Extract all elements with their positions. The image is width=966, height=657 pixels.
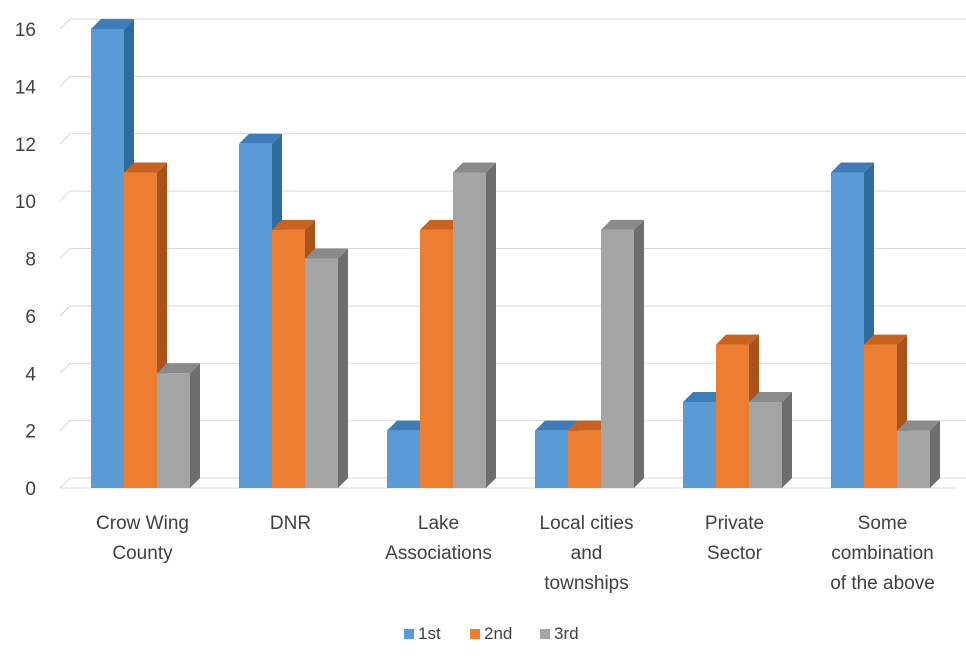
gridline-depth <box>59 190 71 202</box>
bar-top <box>535 420 578 431</box>
y-tick-label: 16 <box>15 20 36 41</box>
legend-item-2nd: 2nd <box>470 624 512 643</box>
y-tick-label: 10 <box>15 192 36 213</box>
bar-3rd-4 <box>749 391 792 488</box>
bar-front <box>716 344 749 488</box>
bar-top <box>601 219 644 230</box>
bar-top <box>387 420 430 431</box>
bar-front <box>897 430 930 488</box>
legend-label: 1st <box>418 624 441 643</box>
bar-top <box>157 363 200 374</box>
bar-top <box>272 219 315 230</box>
bar-front <box>601 229 634 488</box>
bar-3rd-5 <box>897 420 940 488</box>
x-category-label: DNR <box>270 513 311 534</box>
bar-top <box>749 391 792 402</box>
bar-side <box>338 248 348 488</box>
y-tick-label: 4 <box>25 364 36 385</box>
x-category-label: Private Sector <box>705 513 764 564</box>
bar-top <box>864 334 907 345</box>
bar-side <box>634 219 644 488</box>
bar-front <box>305 258 338 488</box>
gridline-depth <box>59 420 71 431</box>
y-tick-label: 8 <box>25 250 36 271</box>
x-category-label: Some combination of the above <box>830 513 935 594</box>
bar-side <box>782 391 792 488</box>
bar-top <box>831 162 874 173</box>
bar-front <box>535 430 568 488</box>
x-category-label: Local cities and townships <box>540 513 634 594</box>
bar-front <box>568 430 601 488</box>
bar-top <box>124 162 167 173</box>
bar-top <box>239 133 282 144</box>
legend-swatch <box>404 629 414 639</box>
bar-top <box>897 420 940 431</box>
legend-item-1st: 1st <box>404 624 441 643</box>
x-category-label: Lake Associations <box>385 513 492 564</box>
bar-top <box>683 391 726 402</box>
bar-top <box>420 219 463 230</box>
y-tick-label: 14 <box>15 77 37 98</box>
bar-front <box>453 172 486 488</box>
bar-side <box>486 162 496 488</box>
bars <box>91 19 940 488</box>
x-axis-categories: Crow Wing County DNR Lake Associations Local … <box>96 513 935 594</box>
gridline-depth <box>59 76 71 87</box>
legend: 1st 2nd 3rd <box>404 624 579 643</box>
legend-label: 2nd <box>484 624 512 643</box>
bar-top <box>305 248 348 259</box>
bar-3rd-3 <box>601 219 644 488</box>
gridlines <box>59 18 966 489</box>
gridline-depth <box>59 18 71 30</box>
legend-swatch <box>470 629 480 639</box>
bar-top <box>91 19 134 29</box>
bar-front <box>864 344 897 488</box>
legend-label: 3rd <box>554 624 579 643</box>
bar-front <box>272 229 305 488</box>
gridline-depth <box>59 477 71 489</box>
bar-front <box>157 373 190 488</box>
bar-front <box>831 172 864 488</box>
bar-front <box>683 401 716 488</box>
bar-3rd-1 <box>305 248 348 488</box>
gridline-depth <box>59 248 71 259</box>
x-category-label: Crow Wing County <box>96 513 189 564</box>
bar-top <box>453 162 496 173</box>
bar-front <box>124 172 157 488</box>
y-tick-label: 0 <box>25 479 36 500</box>
bar-top <box>568 420 611 431</box>
gridline-depth <box>59 133 71 145</box>
legend-swatch <box>540 629 550 639</box>
bar-front <box>239 143 272 488</box>
bar-front <box>749 401 782 488</box>
bar-top <box>716 334 759 345</box>
bar-front <box>387 430 420 488</box>
bar-side <box>190 363 200 488</box>
y-tick-label: 12 <box>15 135 36 156</box>
gridline-depth <box>59 362 71 374</box>
bar-front <box>420 229 453 488</box>
y-tick-label: 2 <box>25 422 36 443</box>
gridline-depth <box>59 305 71 317</box>
y-axis-ticks: 0 2 4 6 8 10 12 14 16 <box>15 20 37 500</box>
legend-item-3rd: 3rd <box>540 624 579 643</box>
bar-front <box>91 29 124 488</box>
bar-3rd-0 <box>157 363 200 488</box>
bar-side <box>930 420 940 488</box>
y-tick-label: 6 <box>25 307 36 328</box>
bar-3rd-2 <box>453 162 496 488</box>
